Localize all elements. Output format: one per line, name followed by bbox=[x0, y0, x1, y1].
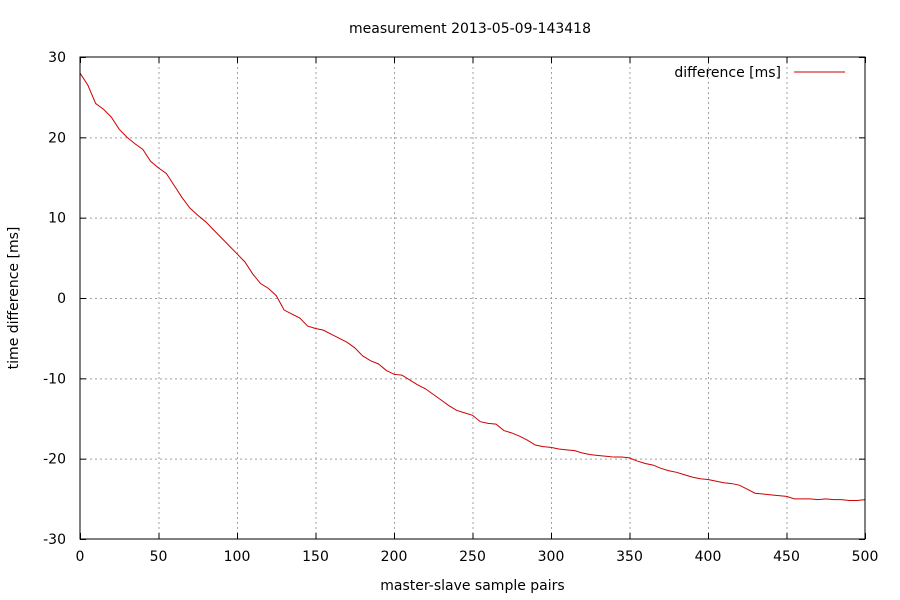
y-tick-label: -20 bbox=[43, 452, 66, 468]
x-tick-label: 0 bbox=[76, 549, 85, 565]
y-tick-label: 20 bbox=[48, 130, 66, 146]
x-tick-label: 50 bbox=[150, 549, 168, 565]
legend-label: difference [ms] bbox=[674, 65, 781, 81]
plot-frame bbox=[79, 56, 866, 540]
x-tick-label: 400 bbox=[695, 549, 722, 565]
series-layer bbox=[79, 72, 866, 501]
y-tick-label: -10 bbox=[43, 371, 66, 387]
chart-title: measurement 2013-05-09-143418 bbox=[349, 21, 591, 37]
x-tick-label: 200 bbox=[381, 549, 408, 565]
x-tick-label: 100 bbox=[224, 549, 251, 565]
series-line-difference bbox=[79, 72, 866, 501]
x-axis-title: master-slave sample pairs bbox=[380, 578, 564, 594]
grid-lines bbox=[80, 57, 865, 539]
x-tick-label: 450 bbox=[773, 549, 800, 565]
x-tick-label: 250 bbox=[459, 549, 486, 565]
y-tick-label: 30 bbox=[48, 50, 66, 66]
y-tick-label: -30 bbox=[43, 532, 66, 548]
y-tick-label: 10 bbox=[48, 211, 66, 227]
x-tick-label: 300 bbox=[538, 549, 565, 565]
y-tick-label: 0 bbox=[57, 291, 66, 307]
x-tick-label: 350 bbox=[616, 549, 643, 565]
y-axis-title: time difference [ms] bbox=[6, 227, 22, 370]
x-tick-label: 500 bbox=[852, 549, 879, 565]
tick-labels: 0 50 100 150 200 250 300 350 400 450 500 -30 -20 -10 0… bbox=[43, 50, 878, 565]
x-tick-label: 150 bbox=[302, 549, 329, 565]
legend: difference [ms] bbox=[674, 65, 845, 81]
